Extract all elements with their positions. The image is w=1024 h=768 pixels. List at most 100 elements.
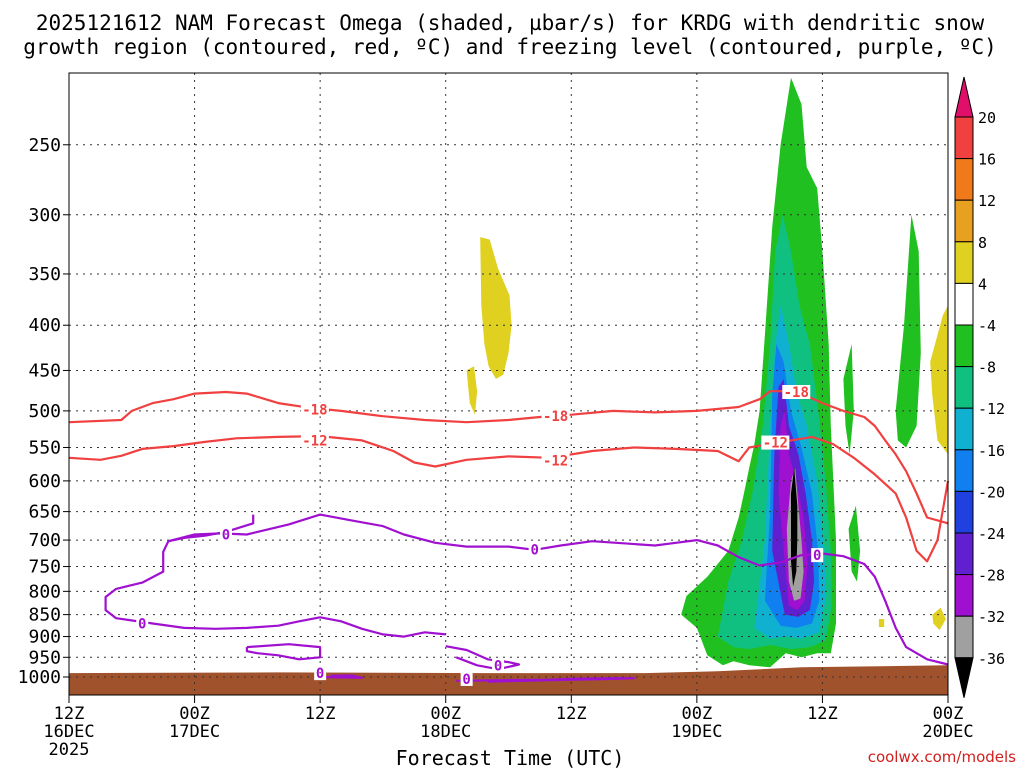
contour-label-bg: [541, 409, 570, 424]
x-tick-label: 16DEC: [43, 722, 94, 742]
x-tick-label: 00Z: [933, 704, 964, 724]
contour-freezing_low2: [320, 674, 364, 679]
credit-text: coolwx.com/models: [868, 748, 1016, 766]
omega-area-3: [932, 607, 946, 631]
colorbar-label: -12: [978, 400, 1005, 418]
omega-area-7: [843, 344, 854, 455]
x-tick-label: 12Z: [556, 704, 587, 724]
colorbar-label: -36: [978, 650, 1005, 668]
x-tick-label: 00Z: [179, 704, 210, 724]
colorbar-label: -16: [978, 442, 1005, 460]
y-axis: 2503003504004505005506006507007508008509…: [18, 135, 69, 688]
colorbar-bin: [954, 241, 974, 284]
contour-label: -18: [784, 385, 809, 401]
contour-label-bg: [460, 671, 473, 686]
colorbar-label: 20: [978, 109, 996, 127]
colorbar-label: 4: [978, 275, 987, 293]
x-tick-label: 00Z: [681, 704, 712, 724]
contour-label-bg: [300, 433, 329, 448]
x-tick-label: 17DEC: [169, 722, 220, 742]
colorbar-label: -28: [978, 567, 1005, 585]
contour-freezing_low3: [445, 645, 521, 671]
contour-label-bg: [314, 666, 327, 681]
omega-area-0: [480, 237, 512, 379]
y-tick-label: 400: [28, 315, 61, 336]
chart-title-line2: growth region (contoured, red, ºC) and f…: [23, 35, 997, 59]
y-tick-label: 750: [28, 557, 61, 578]
contour-dgz_minus18: [68, 390, 949, 525]
colorbar-bin: [954, 615, 974, 659]
contour-labels: -18 -18 -18 -12 -12 -12 0 0 0 0 0 0 0: [136, 385, 824, 688]
contour-label: -18: [302, 402, 327, 418]
colorbar-label: -32: [978, 608, 1005, 626]
x-tick-label: 20DEC: [922, 722, 973, 742]
contour-freezing_upper: [168, 513, 949, 666]
contour-label-bg: [761, 435, 790, 450]
contour-label-bg: [811, 548, 824, 563]
colorbar-bin: [954, 366, 974, 409]
y-tick-label: 650: [28, 502, 61, 523]
y-tick-label: 1000: [18, 667, 61, 688]
contour-label: 0: [462, 672, 470, 688]
contour-label: 0: [138, 617, 146, 633]
contour-freezing_low4: [456, 677, 636, 683]
contour-label: 0: [316, 666, 324, 682]
omega-area-8: [848, 505, 861, 582]
omega-area-6: [895, 214, 921, 448]
y-tick-label: 250: [28, 135, 61, 156]
colorbar-label: -4: [978, 317, 996, 335]
y-tick-label: 900: [28, 627, 61, 648]
x-tick-label: 00Z: [430, 704, 461, 724]
y-tick-label: 800: [28, 581, 61, 602]
colorbar-label: 12: [978, 192, 996, 210]
colorbar-bin: [954, 282, 974, 326]
contour-label-bg: [541, 453, 570, 468]
colorbar-label: -8: [978, 359, 996, 377]
colorbar-bin: [954, 116, 974, 160]
y-tick-label: 600: [28, 471, 61, 492]
y-tick-label: 550: [28, 437, 61, 458]
contour-label-bg: [300, 402, 329, 417]
y-tick-label: 300: [28, 205, 61, 226]
y-tick-label: 500: [28, 401, 61, 422]
colorbar-label: -24: [978, 525, 1005, 543]
colorbar-bin: [954, 449, 974, 492]
colorbar-bin: [954, 490, 974, 534]
y-tick-label: 850: [28, 605, 61, 626]
y-tick-label: 950: [28, 647, 61, 668]
chart-title-line1: 2025121612 NAM Forecast Omega (shaded, µ…: [36, 11, 985, 35]
contour-label-bg: [136, 616, 149, 631]
colorbar: 20 16 12 8 4 -4 -8 -12 -16 -20 -24 -28 -32 -36: [954, 76, 1005, 698]
x-tick-label: 12Z: [54, 704, 85, 724]
contour-label-bg: [219, 527, 232, 542]
contour-label-bg: [528, 542, 541, 557]
colorbar-label: -20: [978, 483, 1005, 501]
x-axis-label: Forecast Time (UTC): [396, 746, 625, 768]
colorbar-bin: [954, 574, 974, 617]
colorbar-label: 8: [978, 234, 987, 252]
contour-label-bg: [492, 658, 505, 673]
colorbar-arrow-bottom: [954, 657, 974, 698]
contour-freezing_low1: [245, 643, 322, 661]
contour-dgz_minus12: [68, 435, 950, 563]
x-tick-label: 12Z: [807, 704, 838, 724]
contour-label-bg: [782, 385, 811, 400]
y-tick-label: 700: [28, 530, 61, 551]
contour-label: 0: [813, 548, 821, 564]
plot-frame: [68, 72, 949, 696]
colorbar-bin: [954, 158, 974, 201]
colorbar-label: 16: [978, 151, 996, 169]
colorbar-bin: [954, 199, 974, 243]
x-tick-label: 2025: [49, 740, 90, 760]
x-tick-label: 19DEC: [671, 722, 722, 742]
contours: [68, 390, 950, 683]
omega-area-4: [878, 619, 885, 627]
colorbar-bin: [954, 532, 974, 576]
contour-label: -12: [763, 436, 788, 452]
colorbar-bin: [954, 324, 974, 368]
contour-label: -18: [543, 409, 568, 425]
contour-label: 0: [494, 658, 502, 674]
